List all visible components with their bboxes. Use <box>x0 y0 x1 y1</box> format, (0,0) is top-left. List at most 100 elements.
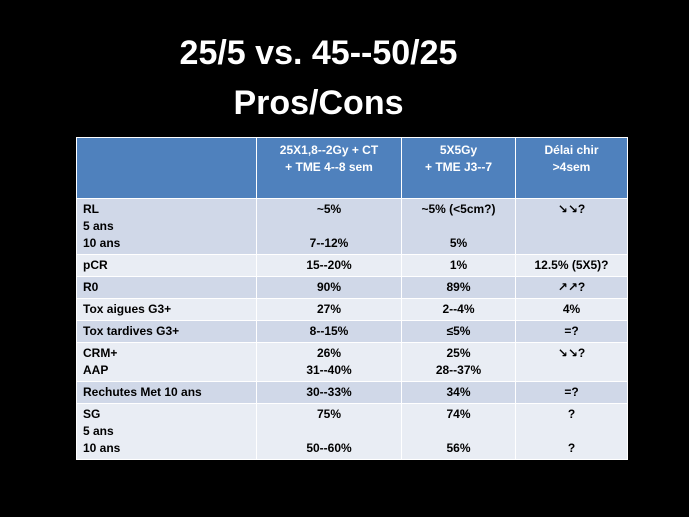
header-cell-long-course: 25X1,8--2Gy + CT + TME 4--8 sem <box>256 137 402 199</box>
row-label-text: SG <box>83 407 101 421</box>
header-text: + TME J3--7 <box>424 160 493 174</box>
table-row: Rechutes Met 10 ans 30--33% 34% =? <box>76 381 628 404</box>
value-cell: 26% 31--40% <box>256 342 402 382</box>
cell-value-text: 30--33% <box>306 385 352 399</box>
cell-value-text: 90% <box>316 280 342 294</box>
cell-value-text: ↘↘? <box>557 202 586 216</box>
value-cell: 27% <box>256 298 402 321</box>
value-cell: 74% 56% <box>401 403 516 460</box>
header-text: Délai chir <box>544 143 599 157</box>
row-label-cell: Tox tardives G3+ <box>76 320 257 343</box>
table-row: CRM+ AAP 26% 31--40% 25% 28--37% ↘↘? <box>76 342 628 382</box>
cell-value-text: 8--15% <box>309 324 349 338</box>
row-label-text: AAP <box>83 363 109 377</box>
table-row: R0 90% 89% ↗↗? <box>76 276 628 299</box>
row-label-cell: Rechutes Met 10 ans <box>76 381 257 404</box>
value-cell: 89% <box>401 276 516 299</box>
value-cell: ~5% 7--12% <box>256 198 402 255</box>
value-cell: 90% <box>256 276 402 299</box>
row-label-cell: SG 5 ans 10 ans <box>76 403 257 460</box>
value-cell: 2--4% <box>401 298 516 321</box>
cell-value-text: 25% <box>446 346 471 360</box>
value-cell: 4% <box>515 298 628 321</box>
table-row: SG 5 ans 10 ans 75% 50--60% 74% 56%?? <box>76 403 628 460</box>
header-cell-empty <box>76 137 257 199</box>
slide-title-line1: 25/5 vs. 45--50/25 <box>179 34 458 72</box>
row-label-cell: Tox aigues G3+ <box>76 298 257 321</box>
slide-title-line2: Pros/Cons <box>233 84 404 122</box>
table-row: Tox tardives G3+ 8--15% ≤5% =? <box>76 320 628 343</box>
cell-value-text <box>522 235 621 252</box>
row-label-text: R0 <box>83 280 99 294</box>
value-cell: 8--15% <box>256 320 402 343</box>
cell-value-text: 89% <box>446 280 471 294</box>
cell-value-text: 26% <box>316 346 342 360</box>
row-label-cell: R0 <box>76 276 257 299</box>
row-label-text: 10 ans <box>83 236 121 250</box>
header-cell-short-course: 5X5Gy + TME J3--7 <box>401 137 516 199</box>
value-cell: 12.5% (5X5)? <box>515 254 628 277</box>
row-label-text: CRM+ <box>83 346 118 360</box>
cell-value-text: 15--20% <box>306 258 352 272</box>
table-row: Tox aigues G3+ 27% 2--4% 4% <box>76 298 628 321</box>
cell-value-text <box>522 423 621 440</box>
cell-value-text: ? <box>567 407 576 421</box>
cell-value-text: 4% <box>562 302 581 316</box>
cell-value-text: 75% <box>316 407 342 421</box>
cell-value-text: =? <box>564 324 579 338</box>
header-row: 25X1,8--2Gy + CT + TME 4--8 sem 5X5Gy + … <box>76 137 628 199</box>
row-label-text: Tox tardives G3+ <box>83 324 180 338</box>
cell-value-text: 56% <box>446 441 471 455</box>
header-text: + TME 4--8 sem <box>285 160 373 174</box>
row-label-cell: pCR <box>76 254 257 277</box>
value-cell: 34% <box>401 381 516 404</box>
value-cell: ↘↘? <box>515 342 628 382</box>
value-cell: ↗↗? <box>515 276 628 299</box>
cell-value-text: ~5% <box>316 202 342 216</box>
cell-value-text: 2--4% <box>442 302 475 316</box>
cell-value-text: =? <box>564 385 579 399</box>
value-cell: ≤5% <box>401 320 516 343</box>
value-cell: 25% 28--37% <box>401 342 516 382</box>
cell-value-text: 50--60% <box>306 441 352 455</box>
cell-value-text: 31--40% <box>306 363 352 377</box>
row-label-text: Tox aigues G3+ <box>83 302 172 316</box>
row-label-cell: CRM+ AAP <box>76 342 257 382</box>
value-cell: 30--33% <box>256 381 402 404</box>
value-cell: 15--20% <box>256 254 402 277</box>
cell-value-text <box>263 423 395 440</box>
cell-value-text <box>263 218 395 235</box>
cell-value-text: ≤5% <box>446 324 471 338</box>
cell-value-text: 12.5% (5X5)? <box>534 258 609 272</box>
value-cell: 1% <box>401 254 516 277</box>
row-label-text: 10 ans <box>83 441 121 455</box>
row-label-text: 5 ans <box>83 219 114 233</box>
row-label-text: pCR <box>83 258 108 272</box>
table-row: pCR 15--20% 1% 12.5% (5X5)? <box>76 254 628 277</box>
header-text: 25X1,8--2Gy + CT <box>279 143 379 157</box>
value-cell: 75% 50--60% <box>256 403 402 460</box>
cell-value-text: ? <box>567 441 576 455</box>
value-cell: ↘↘? <box>515 198 628 255</box>
cell-value-text <box>522 218 621 235</box>
cell-value-text: 5% <box>449 236 468 250</box>
row-label-text: RL <box>83 202 99 216</box>
header-text: >4sem <box>552 160 591 174</box>
cell-value-text <box>408 423 509 440</box>
table-row: RL 5 ans 10 ans ~5% 7--12% ~5% (<5cm?) 5% ↘↘? <box>76 198 628 255</box>
row-label-cell: RL 5 ans 10 ans <box>76 198 257 255</box>
row-label-text: Rechutes Met 10 ans <box>83 385 202 399</box>
cell-value-text: ↘↘? <box>557 346 586 360</box>
cell-value-text: 7--12% <box>309 236 349 250</box>
cell-value-text: 28--37% <box>435 363 482 377</box>
value-cell: ~5% (<5cm?) 5% <box>401 198 516 255</box>
header-text: 5X5Gy <box>439 143 478 157</box>
cell-value-text: 74% <box>446 407 471 421</box>
comparison-table: 25X1,8--2Gy + CT + TME 4--8 sem 5X5Gy + … <box>76 137 628 460</box>
value-cell: =? <box>515 381 628 404</box>
cell-value-text: ↗↗? <box>557 280 586 294</box>
cell-value-text: 1% <box>449 258 468 272</box>
row-label-text: 5 ans <box>83 424 114 438</box>
value-cell: =? <box>515 320 628 343</box>
cell-value-text: 34% <box>446 385 471 399</box>
